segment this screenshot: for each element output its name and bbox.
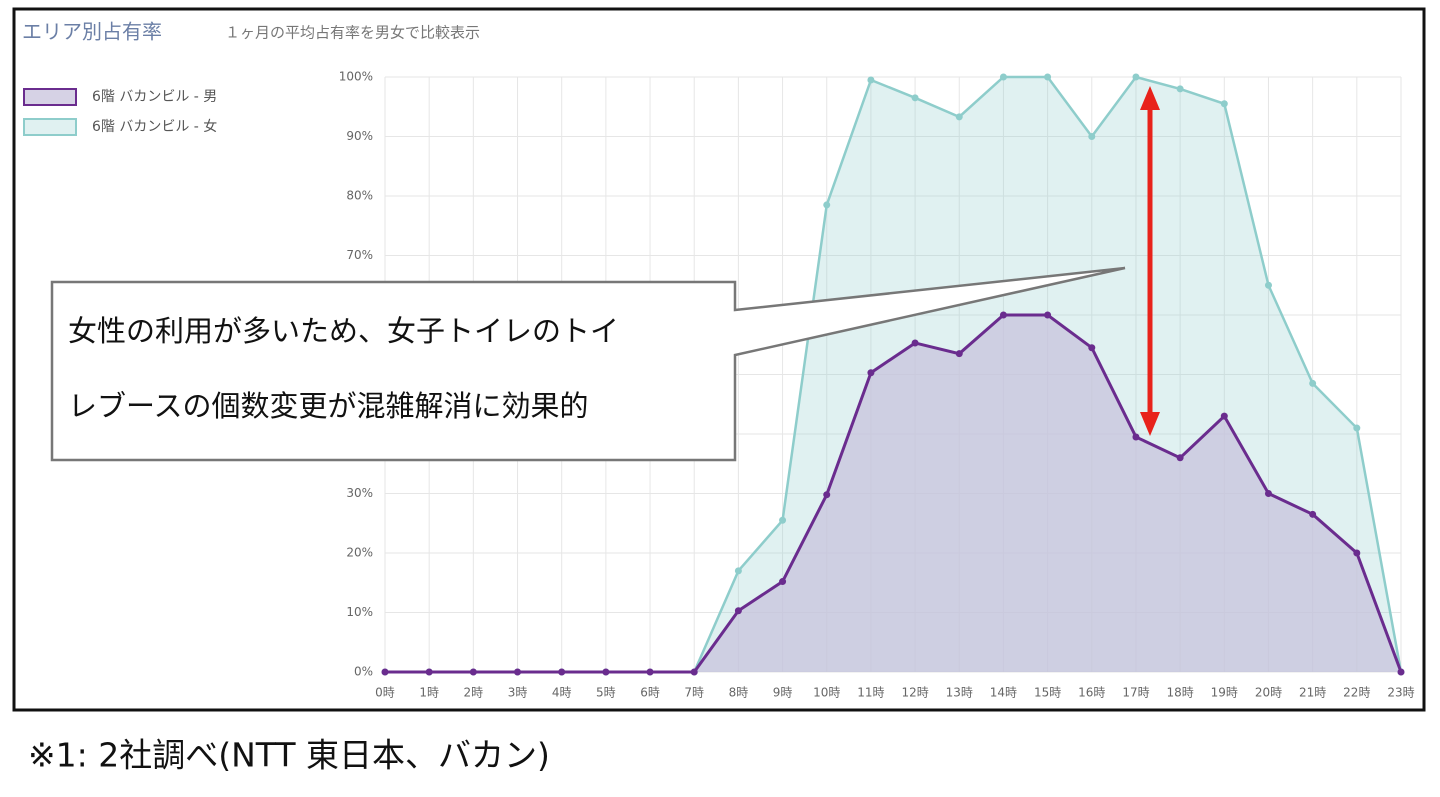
point (1309, 510, 1317, 518)
point (1044, 311, 1052, 319)
x-tick-label: 14時 (990, 686, 1017, 700)
point (646, 668, 654, 676)
point (867, 369, 875, 377)
point (602, 668, 610, 676)
footnote: ※1: 2社調べ(NTT 東日本、バカン) (28, 736, 550, 775)
point (867, 76, 875, 84)
overlay: 女性の利用が多いため、女子トイレのトイ レブースの個数変更が混雑解消に効果的 (50, 86, 1160, 462)
point (1220, 100, 1228, 108)
point (425, 668, 433, 676)
x-tick-label: 23時 (1387, 686, 1414, 700)
chart-subtitle: １ヶ月の平均占有率を男女で比較表示 (225, 24, 480, 42)
callout-text: 女性の利用が多いため、女子トイレのトイ (68, 314, 619, 348)
x-tick-label: 17時 (1122, 686, 1149, 700)
legend-swatch (23, 88, 77, 106)
point (999, 311, 1007, 319)
point (779, 578, 787, 586)
x-tick-label: 16時 (1078, 686, 1105, 700)
legend-swatch (23, 118, 77, 136)
chart-title: エリア別占有率 (22, 20, 162, 44)
x-tick-label: 18時 (1166, 686, 1193, 700)
point (911, 339, 919, 347)
point (558, 668, 566, 676)
x-tick-label: 5時 (596, 686, 616, 700)
point (381, 668, 389, 676)
point (955, 350, 963, 358)
x-tick-label: 15時 (1034, 686, 1061, 700)
x-tick-label: 1時 (419, 686, 439, 700)
x-tick-label: 4時 (552, 686, 572, 700)
y-tick-label: 0% (354, 665, 373, 679)
point (469, 668, 477, 676)
line (385, 313, 1403, 674)
x-tick-label: 20時 (1255, 686, 1282, 700)
point (1264, 490, 1272, 497)
x-tick-label: 22時 (1343, 686, 1370, 700)
point (1353, 549, 1361, 557)
x-tick-label: 21時 (1299, 686, 1326, 700)
point (823, 201, 831, 209)
y-tick-label: 20% (346, 546, 373, 560)
legend-label: 6階 バカンビル - 男 (92, 89, 217, 105)
point (514, 668, 522, 676)
point (1264, 281, 1272, 289)
x-tick-label: 19時 (1211, 686, 1238, 700)
area (385, 315, 1401, 672)
plot: 0時 1時 2時 3時 4時 5時 6時 7時 8時 9時 10時 11時 12時 13時 14時 15時 16… (23, 70, 1415, 700)
x-tick-label: 6時 (640, 686, 660, 700)
point (734, 567, 742, 575)
point (1309, 379, 1317, 387)
arrow-head (1140, 86, 1160, 110)
legend-label: 6階 バカンビル - 女 (92, 118, 217, 135)
x-tick-label: 12時 (901, 686, 928, 700)
point (823, 491, 831, 499)
y-tick-label: 100% (339, 70, 373, 84)
point (1353, 424, 1361, 432)
point (911, 94, 919, 102)
point (955, 113, 963, 121)
y-tick-label: 70% (346, 248, 373, 262)
arrow-head (1140, 412, 1160, 436)
point (1088, 133, 1096, 140)
point (1044, 73, 1052, 81)
point (1176, 85, 1184, 93)
x-tick-label: 13時 (946, 686, 973, 700)
y-tick-label: 30% (346, 486, 373, 500)
x-tick-label: 10時 (813, 686, 840, 700)
callout-box (50, 266, 1126, 462)
x-tick-label: 8時 (729, 686, 749, 700)
x-tick-label: 7時 (684, 686, 704, 700)
x-tick-label: 9時 (773, 686, 793, 700)
x-tick-label: 11時 (857, 686, 884, 700)
x-tick-label: 0時 (375, 686, 395, 700)
y-tick-label: 90% (346, 129, 373, 143)
point (1088, 344, 1096, 352)
point (1397, 668, 1405, 676)
point (690, 668, 698, 676)
point (1176, 454, 1184, 462)
point (999, 73, 1007, 81)
point (1132, 433, 1140, 441)
callout-text: レブースの個数変更が混雑解消に効果的 (68, 389, 589, 423)
point (1132, 73, 1140, 81)
point (734, 607, 742, 615)
point (779, 516, 787, 524)
y-tick-label: 10% (346, 605, 373, 619)
point (1220, 412, 1228, 420)
x-tick-label: 3時 (508, 686, 528, 700)
y-tick-label: 80% (346, 189, 373, 203)
x-tick-label: 2時 (464, 686, 484, 700)
